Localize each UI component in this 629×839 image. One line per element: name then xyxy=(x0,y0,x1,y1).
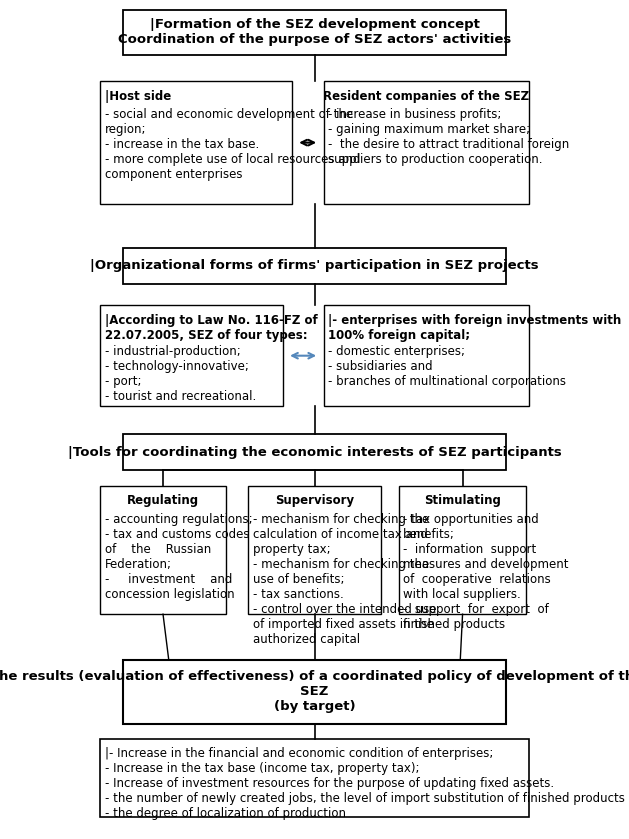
Text: |Organizational forms of firms' participation in SEZ projects: |Organizational forms of firms' particip… xyxy=(90,259,539,272)
Text: - mechanism for checking the
calculation of income tax and
property tax;
- mecha: - mechanism for checking the calculation… xyxy=(253,513,437,646)
FancyBboxPatch shape xyxy=(248,486,381,614)
Text: Resident companies of the SEZ: Resident companies of the SEZ xyxy=(323,90,529,102)
FancyBboxPatch shape xyxy=(101,486,226,614)
Text: - increase in business profits;
- gaining maximum market share;
-  the desire to: - increase in business profits; - gainin… xyxy=(328,108,569,166)
Text: |The results (evaluation of effectiveness) of a coordinated policy of developmen: |The results (evaluation of effectivenes… xyxy=(0,670,629,713)
Text: Stimulating: Stimulating xyxy=(424,494,501,508)
FancyBboxPatch shape xyxy=(123,9,506,55)
Text: - accounting regulations;
- tax and customs codes
of    the    Russian
Federatio: - accounting regulations; - tax and cust… xyxy=(105,513,253,601)
FancyBboxPatch shape xyxy=(101,305,282,406)
Text: Supervisory: Supervisory xyxy=(275,494,354,508)
FancyBboxPatch shape xyxy=(123,659,506,724)
FancyBboxPatch shape xyxy=(101,739,528,817)
Text: - tax opportunities and
benefits;
-  information  support
measures and developme: - tax opportunities and benefits; - info… xyxy=(403,513,569,631)
Text: |Formation of the SEZ development concept
Coordination of the purpose of SEZ act: |Formation of the SEZ development concep… xyxy=(118,18,511,46)
FancyBboxPatch shape xyxy=(101,81,292,204)
Text: - industrial-production;
- technology-innovative;
- port;
- tourist and recreati: - industrial-production; - technology-in… xyxy=(105,345,256,403)
Text: - domestic enterprises;
- subsidiaries and
- branches of multinational corporati: - domestic enterprises; - subsidiaries a… xyxy=(328,345,566,388)
Text: |Host side: |Host side xyxy=(105,90,171,102)
FancyBboxPatch shape xyxy=(123,434,506,471)
FancyBboxPatch shape xyxy=(323,305,528,406)
FancyBboxPatch shape xyxy=(399,486,526,614)
Text: Regulating: Regulating xyxy=(127,494,199,508)
Text: |- enterprises with foreign investments with
100% foreign capital;: |- enterprises with foreign investments … xyxy=(328,314,621,341)
Text: - social and economic development of the
region;
- increase in the tax base.
- m: - social and economic development of the… xyxy=(105,108,360,181)
FancyBboxPatch shape xyxy=(323,81,528,204)
Text: |Tools for coordinating the economic interests of SEZ participants: |Tools for coordinating the economic int… xyxy=(68,446,561,459)
Text: |- Increase in the financial and economic condition of enterprises;
- Increase i: |- Increase in the financial and economi… xyxy=(105,748,625,821)
Text: |According to Law No. 116-FZ of
22.07.2005, SEZ of four types:: |According to Law No. 116-FZ of 22.07.20… xyxy=(105,314,318,341)
FancyBboxPatch shape xyxy=(123,248,506,284)
